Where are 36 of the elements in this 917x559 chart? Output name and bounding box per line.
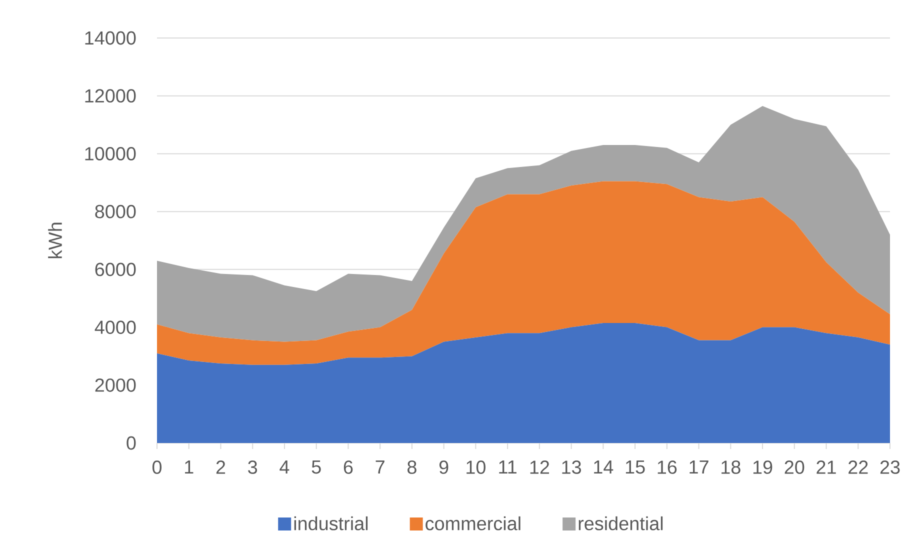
x-tick-label: 19 (753, 460, 772, 474)
x-tick-label: 6 (344, 460, 353, 474)
x-tick-label: 9 (439, 460, 448, 474)
x-tick-label: 21 (816, 460, 836, 474)
x-tick-label: 23 (880, 460, 900, 474)
y-tick-label: 12000 (85, 89, 136, 103)
x-tick-label: 15 (626, 460, 645, 474)
legend-label: commercial (426, 516, 520, 530)
x-tick-label: 17 (690, 460, 708, 474)
x-tick-label: 11 (499, 460, 516, 474)
y-tick-label: 6000 (95, 262, 136, 276)
x-tick-label: 2 (216, 460, 226, 474)
x-tick-label: 16 (658, 460, 677, 474)
y-axis-title: kWh (48, 222, 62, 258)
x-tick-label: 20 (784, 460, 804, 474)
y-tick-label: 4000 (94, 320, 136, 334)
y-tick-label: 2000 (95, 378, 136, 392)
x-tick-label: 8 (408, 460, 416, 474)
x-tick-label: 14 (594, 460, 614, 474)
x-tick-label: 7 (376, 460, 384, 474)
x-tick-label: 22 (848, 460, 868, 474)
y-tick-label: 0 (126, 436, 136, 450)
x-tick-label: 1 (185, 460, 194, 474)
legend-label: industrial (294, 516, 368, 530)
x-tick-label: 3 (248, 460, 258, 474)
x-tick-label: 0 (152, 460, 162, 474)
x-tick-label: 4 (280, 460, 290, 474)
x-tick-label: 18 (722, 460, 740, 474)
y-tick-label: 14000 (85, 31, 136, 45)
x-tick-label: 5 (312, 460, 321, 474)
legend-label: residential (578, 516, 663, 530)
x-tick-label: 12 (530, 460, 550, 474)
y-tick-label: 8000 (95, 204, 136, 218)
x-tick-label: 13 (562, 460, 581, 474)
x-tick-label: 10 (466, 460, 486, 474)
y-tick-label: 10000 (85, 147, 136, 160)
